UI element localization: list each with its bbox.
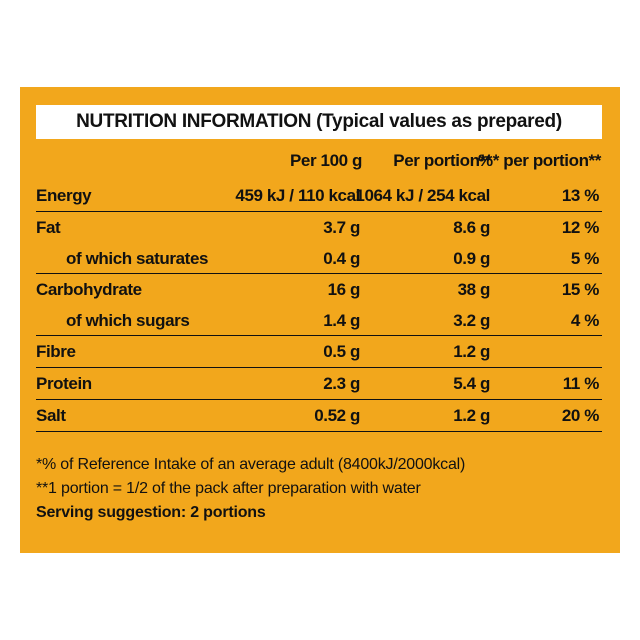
table-row: Fibre 0.5 g 1.2 g [36,336,602,367]
nutrient-group: Protein 2.3 g 5.4 g 11 % [36,368,602,400]
serving-suggestion: Serving suggestion: 2 portions [36,504,266,521]
value-per-100g: 2.3 g [323,374,360,393]
value-per-portion: 8.6 g [453,218,490,237]
nutrient-label: Carbohydrate [36,280,142,299]
value-per-portion: 1.2 g [453,406,490,425]
value-per-100g: 1.4 g [323,311,360,330]
value-per-portion: 1.2 g [453,342,490,361]
nutrition-panel: NUTRITION INFORMATION (Typical values as… [20,87,620,553]
nutrition-title: NUTRITION INFORMATION (Typical values as… [36,105,602,139]
value-per-portion: 38 g [457,280,491,299]
value-percent-ri: 4 % [570,311,599,330]
nutrient-group: Carbohydrate 16 g 38 g 15 % of which sugars 1… [36,274,602,336]
value-per-100g: 459 kJ / 110 kcal [235,186,360,205]
value-percent-ri: 11 % [562,374,600,393]
value-percent-ri: 15 % [561,280,600,299]
nutrient-label: of which saturates [66,249,209,268]
value-per-portion: 3.2 g [453,311,490,330]
value-percent-ri: 20 % [561,406,600,425]
value-per-100g: 0.4 g [323,249,360,268]
value-per-portion: 1064 kJ / 254 kcal [355,186,490,205]
table-row: Energy 459 kJ / 110 kcal 1064 kJ / 254 kca… [36,180,602,211]
table-row: Salt 0.52 g 1.2 g 20 % [36,400,602,431]
footnote-reference-intake: *% of Reference Intake of an average adu… [36,456,466,473]
nutrient-label: Fibre [36,342,76,361]
value-per-portion: 5.4 g [453,374,490,393]
value-percent-ri: 5 % [570,249,599,268]
table-row: of which sugars 1.4 g 3.2 g 4 % [36,305,602,335]
nutrient-group: Salt 0.52 g 1.2 g 20 % [36,400,602,432]
value-per-100g: 16 g [327,280,361,299]
header-per-100g: Per 100 g [289,151,362,170]
nutrient-group: Fibre 0.5 g 1.2 g [36,336,602,368]
nutrient-label: Protein [36,374,92,393]
value-per-portion: 0.9 g [453,249,490,268]
nutrient-label: Salt [36,406,66,425]
value-percent-ri: 13 % [561,186,600,205]
table-row: Protein 2.3 g 5.4 g 11 % [36,368,602,399]
value-per-100g: 0.5 g [323,342,360,361]
value-per-100g: 0.52 g [314,406,360,425]
table-row: Fat 3.7 g 8.6 g 12 % [36,212,602,243]
nutrition-table: Energy 459 kJ / 110 kcal 1064 kJ / 254 kca… [36,180,602,432]
nutrient-label: Fat [36,218,61,237]
nutrient-label: of which sugars [66,311,190,330]
nutrient-label: Energy [36,186,92,205]
footnotes: *% of Reference Intake of an average adu… [36,453,602,525]
nutrient-group: Energy 459 kJ / 110 kcal 1064 kJ / 254 kca… [36,180,602,212]
nutrient-group: Fat 3.7 g 8.6 g 12 % of which saturates 0.4 g… [36,212,602,274]
value-percent-ri: 12 % [561,218,600,237]
header-per-portion: Per portion** [393,151,492,170]
footnote-portion: **1 portion = 1/2 of the pack after prep… [36,480,421,497]
table-row: of which saturates 0.4 g 0.9 g 5 % [36,243,602,273]
column-headers: Per 100 g Per portion** %* per portion** [20,151,620,175]
header-percent-per-portion: %* per portion** [477,151,601,170]
value-per-100g: 3.7 g [323,218,360,237]
table-row: Carbohydrate 16 g 38 g 15 % [36,274,602,305]
